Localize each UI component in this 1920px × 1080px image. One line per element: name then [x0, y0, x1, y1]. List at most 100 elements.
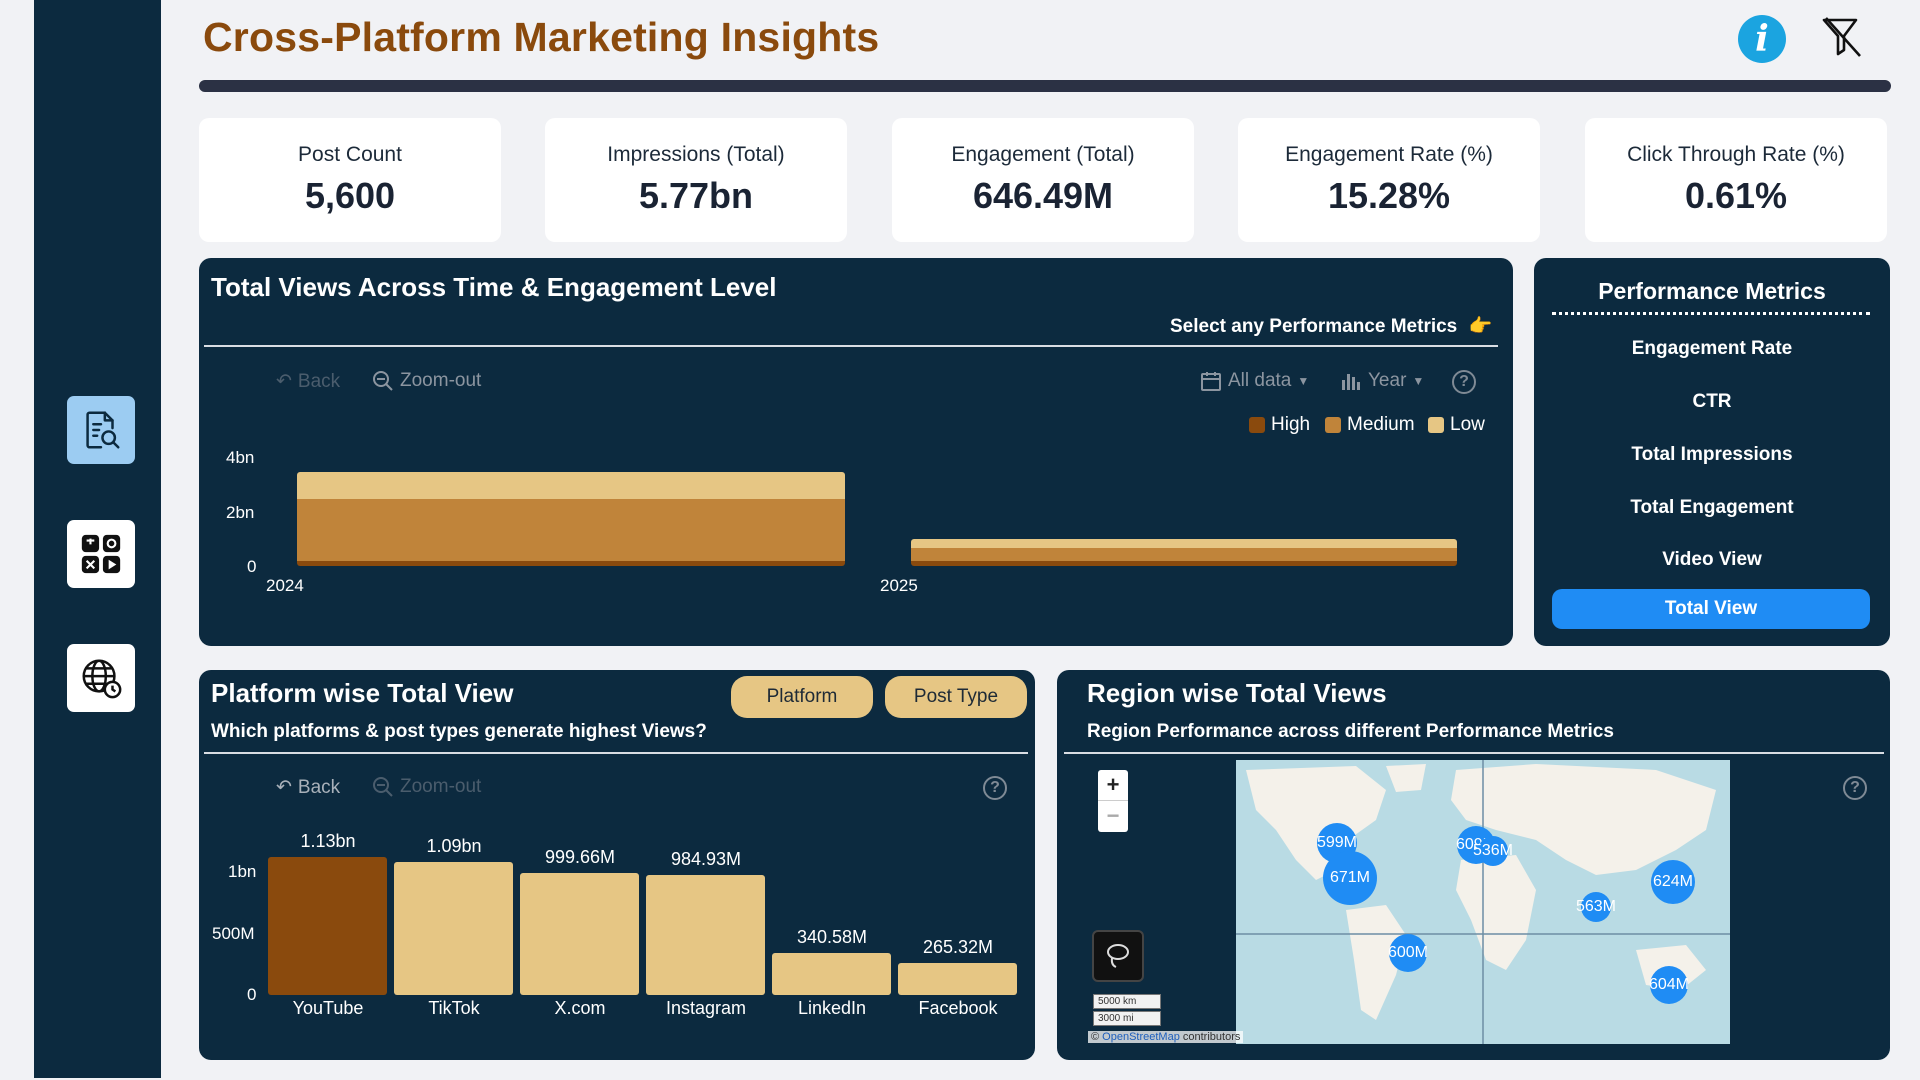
- platform-button[interactable]: Platform: [731, 676, 873, 718]
- magnifier-minus-icon: [373, 371, 393, 391]
- kpi-label: Engagement (Total): [951, 143, 1135, 166]
- views-panel-subtitle-text: Select any Performance Metrics: [1170, 316, 1458, 337]
- all-data-dropdown[interactable]: All data ▼: [1200, 370, 1309, 392]
- map-bubble[interactable]: 604M: [1649, 966, 1689, 1004]
- magnifier-minus-icon: [373, 777, 393, 797]
- x-tick-label: LinkedIn: [797, 998, 867, 1018]
- region-panel-rule: [1064, 752, 1884, 754]
- info-icon[interactable]: i: [1738, 15, 1786, 63]
- map-bubble[interactable]: 536M: [1473, 836, 1513, 866]
- nav-globe-button[interactable]: [67, 644, 135, 712]
- help-icon[interactable]: ?: [1843, 776, 1867, 800]
- map-bubble[interactable]: 563M: [1576, 892, 1616, 922]
- back-button[interactable]: ↶ Back: [276, 370, 340, 393]
- kpi-value: 15.28%: [1327, 175, 1451, 216]
- legend-label: High: [1271, 414, 1311, 435]
- views-bar-2025-high[interactable]: [911, 560, 1457, 566]
- kpi-label: Engagement Rate (%): [1285, 143, 1493, 166]
- bar-value-label: 1.09bn: [426, 835, 482, 856]
- year-dropdown[interactable]: Year ▼: [1340, 370, 1424, 392]
- osm-link[interactable]: OpenStreetMap: [1102, 1031, 1180, 1043]
- caret-down-icon: ▼: [1297, 374, 1310, 388]
- x-tick-label: TikTok: [428, 998, 480, 1018]
- metric-engagement-rate[interactable]: Engagement Rate: [1631, 338, 1793, 359]
- kpi-label: Click Through Rate (%): [1627, 143, 1845, 166]
- platform-panel-rule: [204, 752, 1028, 754]
- y-tick-label: 4bn: [226, 448, 255, 467]
- platform-bar-instagram[interactable]: [646, 874, 765, 995]
- map-credit: © OpenStreetMap contributors: [1088, 1031, 1244, 1043]
- views-bar-2025-low[interactable]: [911, 539, 1457, 549]
- bar-value-label: 1.13bn: [300, 831, 356, 851]
- views-bar-2024-high[interactable]: [297, 560, 845, 566]
- views-bar-2024-medium[interactable]: [297, 498, 845, 561]
- legend-high[interactable]: High: [1249, 414, 1310, 436]
- bar-value-label: 999.66M: [544, 846, 616, 867]
- platform-bar-linkedin[interactable]: [772, 953, 891, 995]
- map-bubble[interactable]: 671M: [1323, 851, 1377, 905]
- metrics-panel-title: Performance Metrics: [1598, 278, 1826, 304]
- zoom-out-button[interactable]: Zoom-out: [372, 776, 481, 798]
- metric-total-impressions[interactable]: Total Impressions: [1631, 444, 1793, 465]
- back-arrow-icon: ↶: [276, 777, 292, 798]
- x-tick-label: YouTube: [292, 998, 364, 1018]
- globe-clock-icon: [82, 659, 122, 699]
- post-type-button[interactable]: Post Type: [885, 676, 1027, 718]
- bar-value-label: 984.93M: [670, 848, 742, 869]
- lasso-select-button[interactable]: [1092, 930, 1144, 982]
- pointing-hand-icon: 👉: [1468, 316, 1493, 337]
- kpi-value: 0.61%: [1684, 175, 1788, 216]
- calendar-icon: [1201, 372, 1221, 391]
- year-label: Year: [1368, 370, 1407, 391]
- metrics-panel-rule: [1552, 312, 1870, 315]
- credit-prefix: ©: [1091, 1031, 1100, 1043]
- nav-document-search-button[interactable]: [67, 396, 135, 464]
- x-tick-label: Instagram: [665, 998, 747, 1018]
- platform-panel-title: Platform wise Total View: [211, 678, 514, 708]
- platform-bar-youtube[interactable]: [268, 857, 387, 995]
- metric-total-engagement[interactable]: Total Engagement: [1630, 497, 1794, 518]
- region-panel-title: Region wise Total Views: [1087, 678, 1387, 708]
- help-icon[interactable]: ?: [983, 776, 1007, 800]
- nav-apps-button[interactable]: [67, 520, 135, 588]
- kpi-engagement: Engagement (Total) 646.49M: [892, 118, 1194, 242]
- legend-low[interactable]: Low: [1428, 414, 1485, 436]
- kpi-value: 5,600: [304, 175, 396, 216]
- legend-swatch: [1428, 417, 1444, 433]
- y-tick-label: 2bn: [226, 503, 255, 522]
- kpi-label: Impressions (Total): [607, 143, 785, 166]
- metric-total-view[interactable]: Total View: [1552, 589, 1870, 629]
- legend-medium[interactable]: Medium: [1325, 414, 1415, 436]
- caret-down-icon: ▼: [1412, 374, 1425, 388]
- legend-label: Low: [1450, 414, 1485, 435]
- platform-bar-facebook[interactable]: [898, 962, 1017, 995]
- views-bar-2025-medium[interactable]: [911, 548, 1457, 561]
- platform-bar-x-com[interactable]: [520, 872, 639, 995]
- help-icon[interactable]: ?: [1452, 370, 1476, 394]
- apps-grid-icon: [81, 534, 121, 574]
- map-zoom-in-button[interactable]: +: [1106, 772, 1120, 797]
- y-tick-label: 0: [247, 985, 257, 1004]
- kpi-value: 5.77bn: [638, 175, 754, 216]
- y-tick-label: 500M: [212, 924, 255, 943]
- map-bubble[interactable]: 600M: [1388, 934, 1428, 972]
- document-search-icon: [86, 411, 120, 449]
- header-divider: [199, 80, 1891, 92]
- kpi-impressions: Impressions (Total) 5.77bn: [545, 118, 847, 242]
- views-bar-2024-low[interactable]: [297, 471, 845, 499]
- kpi-value: 646.49M: [972, 175, 1114, 216]
- back-button[interactable]: ↶ Back: [276, 776, 340, 799]
- views-panel-title: Total Views Across Time & Engagement Lev…: [211, 272, 777, 302]
- map-bubble[interactable]: 624M: [1651, 860, 1695, 904]
- y-tick-label: 0: [247, 557, 257, 576]
- y-tick-label: 1bn: [228, 862, 257, 881]
- filter-clear-icon[interactable]: [1820, 14, 1864, 60]
- page-title: Cross-Platform Marketing Insights: [203, 14, 880, 60]
- metric-video-view[interactable]: Video View: [1662, 549, 1762, 570]
- zoom-out-button[interactable]: Zoom-out: [372, 370, 481, 392]
- map-zoom-out-button[interactable]: −: [1098, 800, 1128, 830]
- platform-bar-tiktok[interactable]: [394, 861, 513, 995]
- x-tick-label: Facebook: [918, 998, 998, 1018]
- metric-ctr[interactable]: CTR: [1692, 391, 1732, 412]
- world-map[interactable]: [1236, 760, 1730, 1044]
